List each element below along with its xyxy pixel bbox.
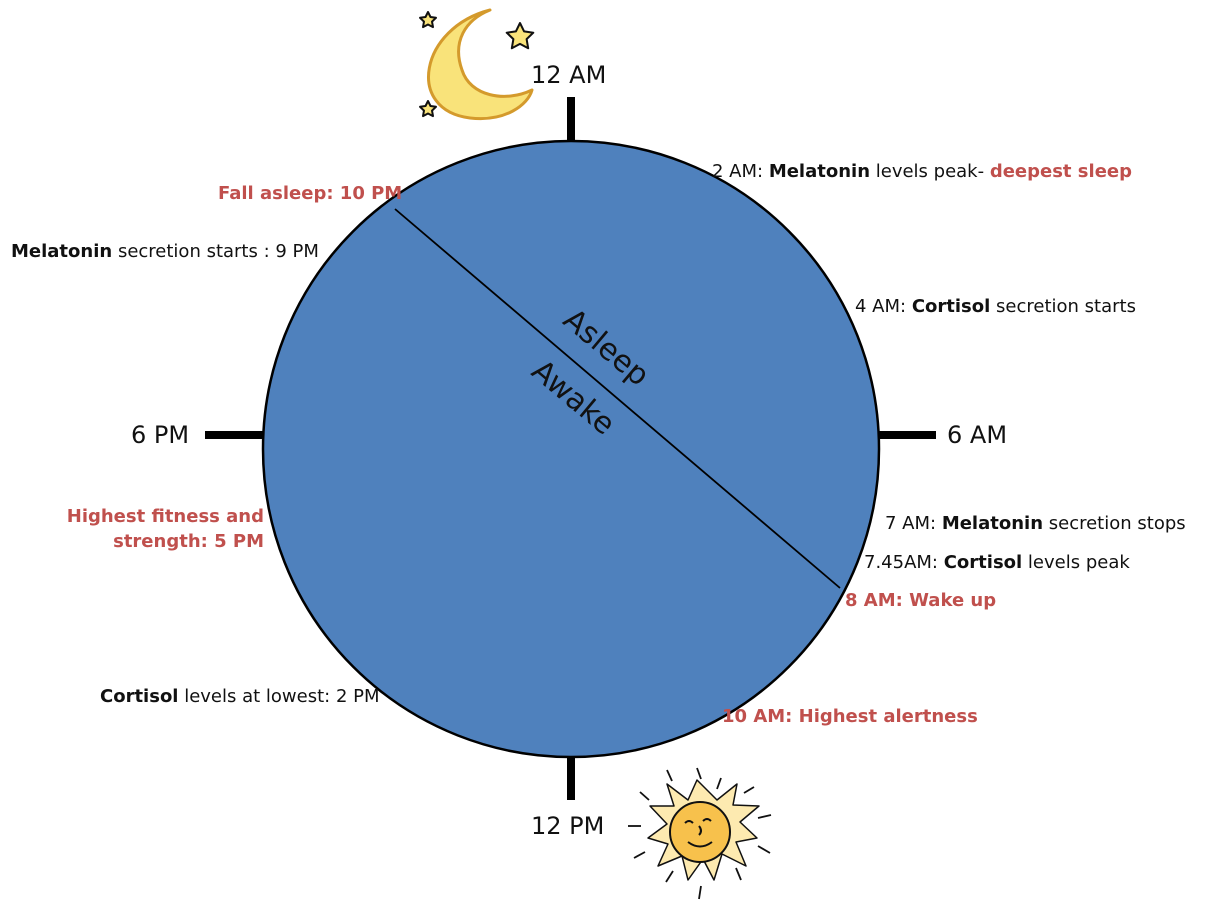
event-text-line: strength: 5 PM (113, 531, 264, 552)
star-icon (419, 11, 437, 29)
hormone-name: Melatonin (941, 513, 1044, 534)
event-text-line: Highest fitness and (66, 506, 264, 527)
event-wake-up: 8 AM: Wake up (845, 590, 997, 611)
sun-icon (628, 767, 772, 900)
moon-icon (427, 8, 534, 121)
event-time: 7 AM: (885, 513, 942, 534)
sleep-wake-divider (394, 208, 841, 589)
event-highest-alertness: 10 AM: Highest alertness (722, 706, 978, 727)
event-text: secretion stops (1043, 513, 1186, 534)
clock-face (261, 139, 881, 759)
event-text: levels peak (1022, 552, 1130, 573)
event-highlight: deepest sleep (989, 161, 1132, 182)
event-text: secretion starts : 9 PM (112, 241, 319, 262)
hormone-name: Melatonin (768, 161, 871, 182)
star-icon (419, 100, 437, 118)
hormone-name: Cortisol (943, 552, 1023, 573)
hour-label-12pm: 12 PM (531, 812, 605, 840)
event-time: 4 AM: (855, 296, 912, 317)
hormone-name: Cortisol (911, 296, 991, 317)
hour-label-12am: 12 AM (531, 61, 607, 89)
event-time: 2 AM: (712, 161, 769, 182)
star-icon (505, 22, 535, 50)
event-fall-asleep: Fall asleep: 10 PM (218, 183, 403, 204)
event-cortisol-lowest: Cortisol levels at lowest: 2 PM (100, 686, 380, 708)
hour-label-6pm: 6 PM (131, 421, 190, 449)
event-text: secretion starts (990, 296, 1136, 317)
hour-label-6am: 6 AM (947, 421, 1008, 449)
hormone-name: Melatonin (11, 241, 113, 262)
event-cortisol-peak: 7.45AM: Cortisol levels peak (864, 552, 1130, 574)
event-text: levels at lowest: 2 PM (178, 686, 380, 707)
event-time: 7.45AM: (864, 552, 944, 573)
event-highest-fitness: Highest fitness and strength: 5 PM (67, 504, 264, 554)
event-text: levels peak- (870, 161, 990, 182)
event-melatonin-peak: 2 AM: Melatonin levels peak- deepest sle… (712, 161, 1132, 183)
event-melatonin-stop: 7 AM: Melatonin secretion stops (885, 513, 1186, 535)
event-melatonin-start: Melatonin secretion starts : 9 PM (11, 241, 319, 263)
hormone-name: Cortisol (100, 686, 179, 707)
event-cortisol-start: 4 AM: Cortisol secretion starts (855, 296, 1136, 318)
